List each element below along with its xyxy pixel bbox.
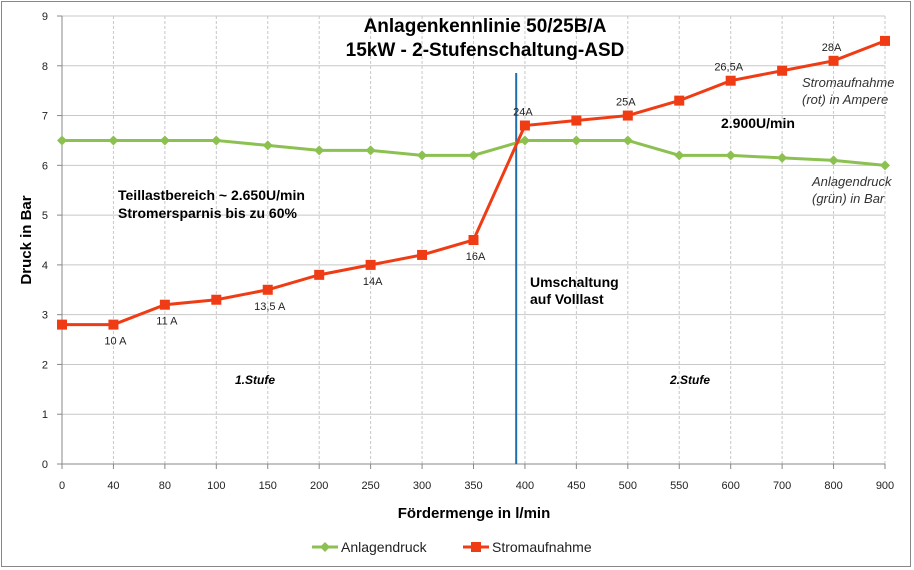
series — [57, 35, 890, 464]
data-point-stromaufnahme — [365, 259, 376, 270]
data-point-anlagendruck — [725, 150, 736, 161]
data-point-anlagendruck — [571, 135, 582, 146]
y-tick-label: 7 — [42, 111, 48, 123]
x-tick-label: 80 — [159, 480, 171, 492]
data-label: 14A — [363, 276, 383, 288]
data-point-anlagendruck — [519, 135, 530, 146]
x-tick-label: 550 — [670, 480, 688, 492]
data-point-stromaufnahme — [828, 55, 839, 66]
data-point-stromaufnahme — [262, 284, 273, 295]
x-tick-label: 900 — [876, 480, 894, 492]
data-label: 25A — [616, 97, 636, 109]
annotation-stufe-2: 2.Stufe — [669, 373, 710, 387]
data-point-anlagendruck — [57, 135, 67, 146]
data-point-stromaufnahme — [417, 249, 428, 260]
data-label: 16A — [466, 251, 486, 263]
axes: 0 1 2 3 4 5 6 7 8 9 0 40 80 100 150 200 250 300 350 400 450 5… — [42, 11, 894, 492]
chart-subtitle: 15kW - 2-Stufenschaltung-ASD — [346, 40, 625, 61]
x-tick-label: 250 — [361, 480, 379, 492]
data-label: 10 A — [104, 336, 127, 348]
data-point-anlagendruck — [211, 135, 222, 146]
y-tick-label: 3 — [42, 310, 48, 322]
y-tick-label: 8 — [42, 61, 48, 73]
data-point-stromaufnahme — [571, 115, 582, 126]
data-point-stromaufnahme — [777, 65, 788, 76]
y-tick-label: 4 — [42, 260, 48, 272]
x-tick-label: 600 — [722, 480, 740, 492]
chart-title: Anlagenkennlinie 50/25B/A — [364, 16, 607, 37]
data-point-anlagendruck — [880, 160, 890, 171]
data-labels: 10 A 11 A 13,5 A 14A 16A 24A 25A 26,5A 28A — [104, 42, 842, 348]
legend-marker — [471, 542, 481, 552]
data-point-stromaufnahme — [159, 299, 170, 310]
annotation-vollast-rpm: 2.900U/min — [721, 115, 795, 131]
data-point-anlagendruck — [777, 152, 788, 163]
data-label: 11 A — [156, 316, 178, 328]
x-tick-label: 300 — [413, 480, 431, 492]
annotation-umschaltung-1: Umschaltung — [530, 274, 619, 290]
x-tick-label: 40 — [107, 480, 119, 492]
data-point-anlagendruck — [314, 145, 325, 156]
data-point-stromaufnahme — [880, 35, 890, 46]
x-tick-label: 350 — [464, 480, 482, 492]
x-tick-label: 800 — [824, 480, 842, 492]
data-point-anlagendruck — [674, 150, 685, 161]
data-point-anlagendruck — [417, 150, 428, 161]
data-point-stromaufnahme — [725, 75, 736, 86]
data-point-stromaufnahme — [57, 319, 67, 330]
annotation-stufe-1: 1.Stufe — [235, 373, 275, 387]
legend-label: Stromaufnahme — [492, 539, 592, 555]
data-point-anlagendruck — [622, 135, 633, 146]
legend-label: Anlagendruck — [341, 539, 428, 555]
annotation-teillast-1: Teillastbereich ~ 2.650U/min — [118, 187, 305, 203]
data-label: 28A — [822, 42, 842, 54]
annotation-druck-note-2: (grün) in Bar — [812, 191, 885, 206]
legend-marker — [320, 542, 330, 552]
annotation-umschaltung-2: auf Volllast — [530, 291, 604, 307]
y-tick-label: 1 — [42, 409, 48, 421]
y-tick-label: 9 — [42, 11, 48, 23]
data-point-stromaufnahme — [468, 235, 479, 245]
x-tick-label: 450 — [567, 480, 585, 492]
data-point-anlagendruck — [159, 135, 170, 146]
x-tick-label: 0 — [59, 480, 65, 492]
x-tick-label: 700 — [773, 480, 791, 492]
x-tick-label: 200 — [310, 480, 328, 492]
x-tick-label: 150 — [259, 480, 277, 492]
x-tick-label: 500 — [619, 480, 637, 492]
data-point-stromaufnahme — [674, 95, 685, 106]
annotation-teillast-2: Stromersparnis bis zu 60% — [118, 205, 298, 221]
legend-item-anlagendruck: Anlagendruck — [312, 539, 428, 555]
annotation-strom-note-1: Stromaufnahme — [802, 75, 895, 90]
legend-item-stromaufnahme: Stromaufnahme — [463, 539, 592, 555]
data-point-anlagendruck — [262, 140, 273, 151]
data-point-stromaufnahme — [314, 269, 325, 280]
x-axis-label: Fördermenge in l/min — [398, 505, 551, 522]
annotation-strom-note-2: (rot) in Ampere — [802, 92, 888, 107]
data-point-stromaufnahme — [519, 120, 530, 131]
data-label: 13,5 A — [254, 301, 286, 313]
data-point-stromaufnahme — [211, 294, 222, 305]
data-point-stromaufnahme — [622, 110, 633, 121]
data-point-anlagendruck — [365, 145, 376, 156]
y-tick-label: 0 — [42, 459, 48, 471]
data-point-anlagendruck — [108, 135, 119, 146]
y-axis-label: Druck in Bar — [18, 195, 35, 284]
y-tick-label: 2 — [42, 359, 48, 371]
data-point-stromaufnahme — [108, 319, 119, 330]
x-tick-label: 400 — [516, 480, 534, 492]
legend: Anlagendruck Stromaufnahme — [312, 539, 592, 555]
y-tick-label: 5 — [42, 210, 48, 222]
data-point-anlagendruck — [468, 150, 479, 161]
y-tick-label: 6 — [42, 160, 48, 172]
data-label: 24A — [513, 107, 533, 119]
data-point-anlagendruck — [828, 155, 839, 166]
x-tick-label: 100 — [207, 480, 225, 492]
data-label: 26,5A — [714, 62, 743, 74]
annotation-druck-note-1: Anlagendruck — [811, 174, 893, 189]
